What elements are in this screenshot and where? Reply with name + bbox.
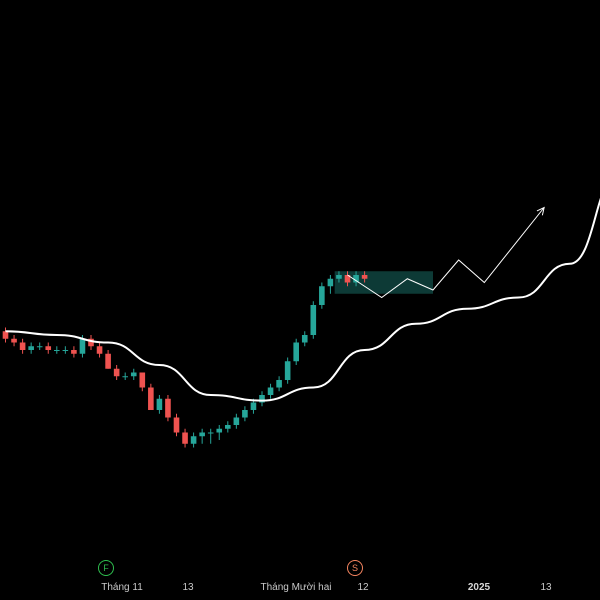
split-s-icon[interactable]: S — [347, 560, 363, 576]
candle — [96, 342, 103, 358]
candle — [361, 271, 368, 283]
candle — [71, 346, 77, 358]
chart-canvas[interactable] — [0, 0, 600, 560]
candle — [148, 383, 154, 410]
candle — [293, 338, 299, 365]
candle — [62, 346, 69, 354]
candle — [88, 335, 94, 350]
candle — [319, 282, 325, 309]
time-label-13: 13 — [182, 582, 194, 593]
candle — [242, 406, 248, 422]
candle — [207, 428, 214, 444]
candle — [122, 372, 128, 380]
candle — [45, 342, 52, 354]
candle — [276, 376, 282, 392]
candle — [36, 342, 43, 350]
time-axis[interactable]: F S Tháng 11 13 Tháng Mười hai 12 2025 1… — [0, 560, 600, 600]
candle — [336, 271, 342, 283]
time-label-2025: 2025 — [467, 582, 491, 593]
candle — [190, 432, 197, 448]
candle — [165, 395, 171, 422]
candle — [2, 327, 9, 343]
highlight-box[interactable] — [334, 271, 433, 294]
arrow-head-icon — [536, 206, 545, 216]
time-label-thang-muoi-hai: Tháng Mười hai — [260, 582, 332, 593]
candle — [113, 365, 120, 380]
candle — [353, 271, 359, 287]
candle — [344, 271, 351, 287]
time-label-13-jan: 13 — [540, 582, 552, 593]
candle — [11, 335, 17, 347]
candle — [105, 350, 111, 369]
time-label-thang-11: Tháng 11 — [101, 582, 143, 593]
candle — [130, 368, 137, 380]
candle — [54, 346, 60, 354]
candle — [139, 372, 146, 392]
projection-path[interactable] — [347, 207, 545, 299]
candle — [182, 428, 188, 448]
candle — [28, 342, 34, 354]
candle — [173, 413, 180, 437]
candle — [19, 338, 26, 354]
time-label-12: 12 — [357, 582, 369, 593]
candle — [301, 331, 308, 347]
moving-average-line[interactable] — [5, 170, 600, 402]
candle — [259, 391, 265, 407]
earnings-f-icon[interactable]: F — [98, 560, 114, 576]
candle — [199, 428, 205, 444]
candle — [327, 275, 334, 294]
candle — [225, 421, 231, 433]
candle — [284, 357, 291, 384]
candle — [233, 413, 240, 429]
price-chart[interactable] — [0, 0, 600, 560]
candle — [216, 425, 223, 440]
candle — [310, 301, 317, 339]
candle — [156, 395, 163, 414]
candle — [267, 383, 274, 399]
